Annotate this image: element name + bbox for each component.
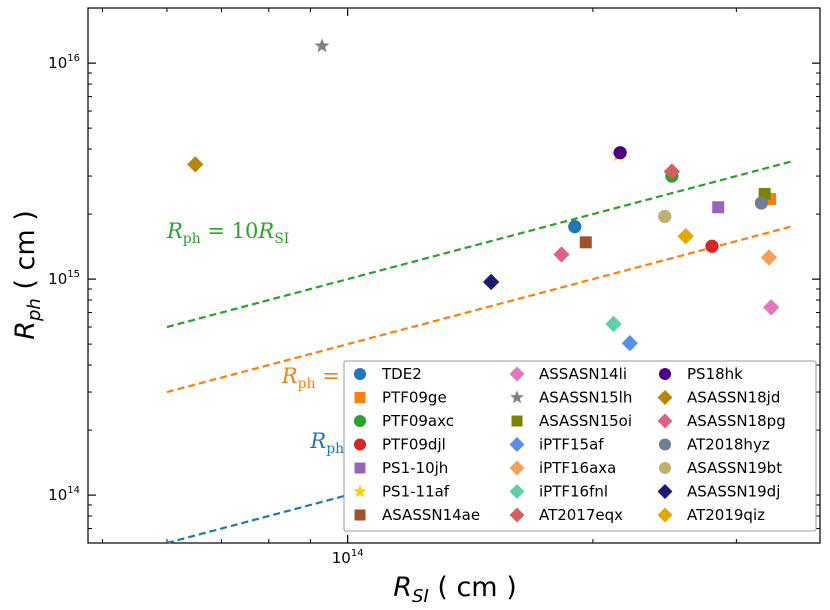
legend-label: ASASSN19bt — [687, 459, 782, 477]
reference-line-10x — [166, 160, 792, 329]
point-asassn14ae — [579, 236, 592, 249]
x-tick-label: 1014 — [332, 548, 364, 567]
legend-label: ASASSN15lh — [539, 389, 632, 407]
point-asassn19dj — [482, 273, 500, 291]
point-iptf16axa — [760, 249, 778, 266]
legend-marker — [353, 484, 367, 498]
legend-label: AT2017eqx — [539, 506, 623, 524]
legend-marker — [657, 390, 673, 405]
legend: TDE2 PTF09ge PTF09axc PTF09djl PS1-10jh PS1-1… — [343, 360, 817, 532]
point-at2017eqx — [663, 163, 681, 180]
legend-marker — [510, 390, 524, 404]
point-at2018hyz — [754, 196, 769, 210]
y-tick-label: 1016 — [48, 53, 80, 72]
legend-marker — [658, 461, 672, 475]
legend-label: iPTF15af — [539, 436, 604, 454]
legend-marker — [509, 366, 525, 382]
legend-marker — [353, 438, 367, 451]
reference-line-5x — [166, 225, 792, 394]
plot-frame — [87, 7, 821, 544]
point-assasn14li — [762, 299, 780, 316]
y-tick-label: 1015 — [48, 269, 80, 288]
point-at2019qiz — [677, 228, 694, 245]
legend-marker — [511, 415, 523, 427]
legend-marker — [509, 507, 525, 523]
minor-ticks — [88, 8, 820, 544]
legend-label: PTF09djl — [382, 436, 446, 454]
legend-label: PTF09axc — [382, 412, 454, 430]
point-asassn18pg — [553, 246, 570, 263]
legend-marker — [509, 484, 525, 499]
y-tick-label: 1014 — [48, 485, 80, 504]
legend-label: PTF09ge — [382, 389, 447, 407]
legend-marker — [353, 367, 367, 381]
legend-label: PS1-10jh — [382, 459, 448, 477]
point-iptf15af — [621, 335, 638, 352]
point-asassn18jd — [187, 156, 204, 173]
legend-marker — [658, 438, 672, 451]
legend-label: ASASSN18jd — [687, 389, 780, 407]
point-ps1-10jh — [712, 201, 725, 214]
legend-marker — [509, 460, 525, 476]
legend-marker — [354, 462, 366, 474]
legend-marker — [657, 413, 673, 429]
legend-label: ASSASN14li — [539, 365, 627, 383]
legend-label: iPTF16axa — [539, 459, 616, 477]
legend-label: TDE2 — [381, 365, 422, 383]
point-tde2 — [568, 220, 582, 234]
legend-marker — [509, 437, 525, 452]
legend-marker — [353, 414, 367, 428]
reference-line-label: Rph = 10RSI — [166, 219, 289, 247]
point-asassn15lh — [314, 38, 330, 53]
legend-frame — [343, 360, 817, 532]
legend-label: PS18hk — [687, 365, 743, 383]
legend-label: AT2018hyz — [687, 436, 770, 454]
y-axis-label: Rph ( cm ) — [10, 210, 45, 340]
legend-label: ASASSN19dj — [687, 483, 780, 501]
legend-marker — [657, 484, 673, 499]
legend-marker — [658, 367, 672, 381]
point-ptf09djl — [705, 239, 719, 253]
legend-marker — [354, 392, 366, 403]
legend-label: AT2019qiz — [687, 506, 765, 524]
legend-label: ASASSN18pg — [687, 412, 786, 430]
major-ticks: 1014 1014 1015 1016 — [48, 8, 820, 567]
x-axis-label: RSI ( cm ) — [393, 572, 516, 607]
data-points — [187, 38, 780, 352]
legend-marker — [657, 507, 673, 523]
point-ps18hk — [613, 146, 627, 160]
point-iptf16fnl — [605, 315, 622, 333]
legend-label: ASASSN14ae — [382, 506, 480, 524]
legend-label: iPTF16fnl — [539, 483, 608, 501]
legend-marker — [354, 509, 366, 521]
point-asassn19bt — [658, 209, 672, 224]
legend-label: ASASSN15oi — [539, 412, 632, 430]
legend-label: PS1-11af — [382, 483, 450, 501]
